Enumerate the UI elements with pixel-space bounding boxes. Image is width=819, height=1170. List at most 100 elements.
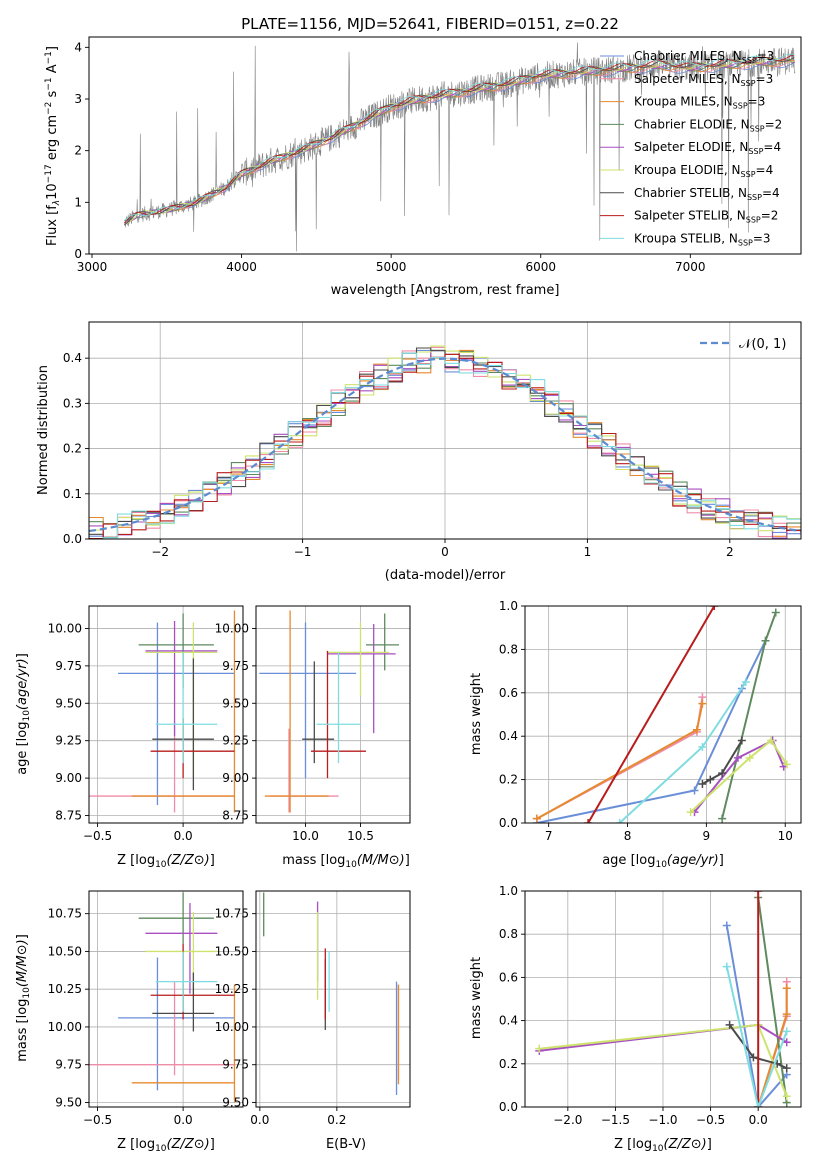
plot-area	[89, 610, 236, 813]
y-tick-label: 10.75	[48, 907, 82, 921]
y-axis-label: mass weight	[469, 673, 484, 755]
y-tick-label: 1.0	[499, 599, 518, 613]
series-marker-5	[686, 808, 695, 817]
series-marker-8	[698, 743, 707, 752]
label-part: 10	[345, 860, 357, 870]
series-marker-2	[532, 814, 541, 823]
y-tick-label: 0.1	[63, 487, 82, 501]
label-part: Chabrier MILES, N	[634, 49, 742, 63]
y-axis-label: Flux [fλ10−17 erg cm−2 s−1 A−1]	[44, 46, 62, 246]
series-marker-8	[615, 819, 624, 823]
x-tick-label: 5000	[376, 260, 407, 274]
label-part: =4	[762, 186, 780, 200]
x-tick-label: 10.0	[292, 829, 319, 843]
y-tick-label: 0.0	[63, 532, 82, 546]
y-tick-label: 9.25	[222, 734, 249, 748]
series-line-8	[725, 966, 788, 1107]
series-marker-2	[698, 699, 707, 708]
panel-spectrum: 3000 4000 5000 6000 7000 0 1 2 3 4 wavelength [Ang…	[44, 36, 802, 298]
label-part: ]	[405, 853, 410, 868]
y-tick-label: 10.75	[215, 907, 249, 921]
label-part: Salpeter ELODIE, N	[634, 140, 748, 154]
y-tick-label: 0.8	[499, 642, 518, 656]
y-tick-label: 9.50	[222, 1095, 249, 1109]
label-part: −2	[44, 102, 54, 115]
label-part: Chabrier STELIB, N	[634, 186, 747, 200]
series-marker-3	[761, 636, 770, 645]
y-tick-label: 1	[74, 195, 82, 209]
legend-entry: Salpeter STELIB, NSSP=2	[634, 209, 778, 225]
series-marker-0	[722, 921, 731, 930]
x-tick-label: 3000	[77, 260, 108, 274]
series-marker-5	[535, 1044, 544, 1053]
label-part: =4	[756, 163, 774, 177]
label-part: age [log	[15, 722, 30, 775]
y-tick-label: 0.4	[499, 729, 518, 743]
y-tick-label: 9.75	[222, 1058, 249, 1072]
label-part: SSP	[746, 216, 761, 225]
series-line-0	[725, 925, 788, 1107]
x-axis-label: (data-model)/error	[385, 568, 506, 583]
normal-curve	[89, 357, 801, 533]
legend-entry: Kroupa ELODIE, NSSP=4	[634, 163, 773, 179]
y-tick-label: 2	[74, 144, 82, 158]
model-spectrum-7	[123, 54, 795, 224]
legend-entry: Salpeter ELODIE, NSSP=4	[634, 140, 781, 156]
label-part: SSP	[738, 238, 753, 247]
x-tick-label: 7	[545, 829, 553, 843]
label-part: Kroupa MILES, N	[634, 95, 733, 109]
series-marker-7	[754, 891, 763, 895]
y-tick-label: 10.50	[215, 944, 249, 958]
y-axis-label: mass weight	[469, 957, 484, 1039]
y-tick-label: 0.0	[499, 816, 518, 830]
series-line-2	[536, 703, 704, 820]
series-marker-8	[754, 1103, 763, 1107]
series-marker-4	[782, 1038, 791, 1047]
y-tick-label: 9.25	[55, 734, 82, 748]
label-part: −17	[44, 164, 54, 183]
label-part: λ	[52, 200, 62, 206]
model-spectrum-6	[123, 57, 795, 226]
axes-frame	[255, 890, 411, 1108]
label-part: ]	[15, 653, 30, 658]
label-part: =4	[763, 140, 781, 154]
legend-entry: Chabrier STELIB, NSSP=4	[634, 186, 780, 202]
plot-area	[89, 345, 801, 539]
series-line-3	[757, 897, 788, 1103]
series-marker-0	[690, 786, 699, 795]
y-tick-label: 0.2	[63, 442, 82, 456]
model-spectrum-3	[124, 58, 795, 222]
label-part: mass [log	[282, 853, 345, 868]
label-part: =2	[761, 209, 779, 223]
label-part: Salpeter MILES, N	[634, 72, 741, 86]
y-tick-label: 0.6	[499, 686, 518, 700]
y-tick-label: 8.75	[222, 809, 249, 823]
series-marker-5	[767, 736, 776, 745]
y-tick-label: 9.75	[55, 659, 82, 673]
histogram-7	[89, 353, 801, 539]
y-axis-label: age [log10(age/yr)]	[15, 653, 32, 775]
x-axis-label: Z [log10(Z/Z⊙)]	[117, 1137, 215, 1154]
x-axis-label: Z [log10(Z/Z⊙)]	[117, 853, 215, 870]
axes-frame	[88, 890, 244, 1108]
label-part: SSP	[733, 102, 748, 111]
label-part: −1	[44, 51, 54, 64]
series-line-6	[728, 1024, 788, 1070]
series-line-4	[693, 739, 785, 813]
y-tick-label: 10.00	[215, 621, 249, 635]
legend-entry: Chabrier ELODIE, NSSP=2	[634, 117, 782, 133]
label-part: =3	[756, 72, 774, 86]
series-line-1	[536, 696, 704, 820]
series-marker-5	[745, 753, 754, 762]
axes-frame	[88, 36, 802, 255]
x-tick-label: 8	[624, 829, 632, 843]
series-marker-8	[722, 962, 731, 971]
y-tick-label: 10.25	[48, 982, 82, 996]
label-part: Z [log	[117, 853, 155, 868]
legend-entry: Chabrier MILES, NSSP=3	[634, 49, 774, 65]
x-tick-label: 9	[703, 829, 711, 843]
label-part: (age/yr)	[667, 853, 719, 868]
